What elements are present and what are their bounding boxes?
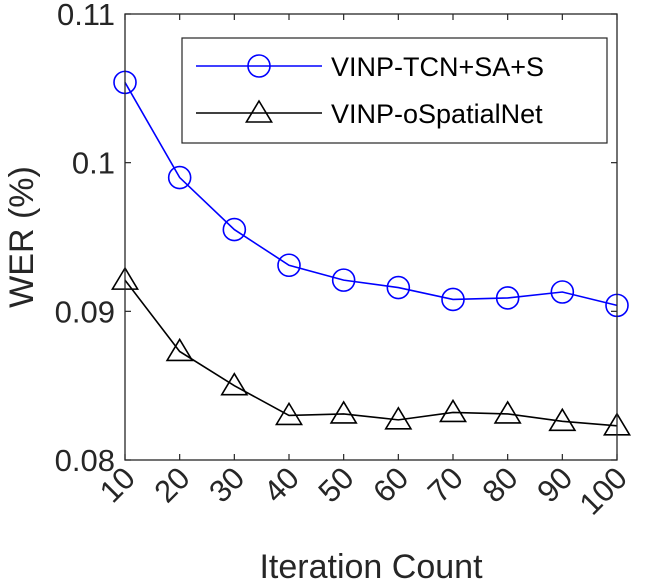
legend-label: VINP-TCN+SA+S [331,52,544,82]
x-tick-label: 50 [311,460,360,509]
legend-marker-circle [247,54,271,78]
data-point-circle [550,280,575,304]
data-point-triangle [438,398,468,423]
x-tick-label: 90 [530,460,579,509]
y-tick-label: 0.09 [55,294,115,329]
legend-item: VINP-oSpatialNet [196,99,543,129]
y-tick-label: 0.11 [57,0,115,32]
x-axis-title: Iteration Count [259,548,483,583]
data-point-triangle [548,407,577,432]
x-tick-label: 40 [257,460,306,509]
data-point-circle [222,217,247,242]
data-point-circle [167,165,192,190]
data-point-triangle [165,337,194,362]
x-tick-label: 100 [573,460,634,521]
series-1 [113,70,629,318]
y-axis-title: WER (%) [3,166,41,308]
data-point-triangle [493,400,522,424]
legend-item: VINP-TCN+SA+S [196,52,544,82]
x-tick-label: 80 [475,460,524,509]
y-tick-label: 0.1 [72,146,115,181]
data-point-triangle [384,406,413,430]
series-layer [110,70,632,436]
x-tick-label: 20 [147,460,196,509]
x-tick-label: 60 [366,460,415,509]
series-line [124,279,618,427]
x-tick-label: 30 [202,460,251,509]
legend-items: VINP-TCN+SA+S VINP-oSpatialNet [196,52,544,129]
data-point-circle [386,275,411,300]
legend-label: VINP-oSpatialNet [331,99,543,129]
data-point-triangle [220,372,249,396]
y-axis-ticks: 0.08 0.09 0.1 0.11 [55,0,617,478]
data-point-circle [331,268,356,292]
data-point-circle [441,287,465,312]
y-tick-label: 0.08 [55,443,115,478]
legend-marker-triangle [244,99,274,123]
plot-frame [124,13,618,461]
data-point-triangle [329,400,358,424]
legend-box [181,37,608,144]
data-point-triangle [274,401,304,426]
series-line [124,81,618,307]
data-point-circle [277,253,301,278]
data-point-circle [495,286,520,310]
legend: VINP-TCN+SA+S VINP-oSpatialNet [181,37,608,144]
x-tick-label: 70 [421,460,470,509]
